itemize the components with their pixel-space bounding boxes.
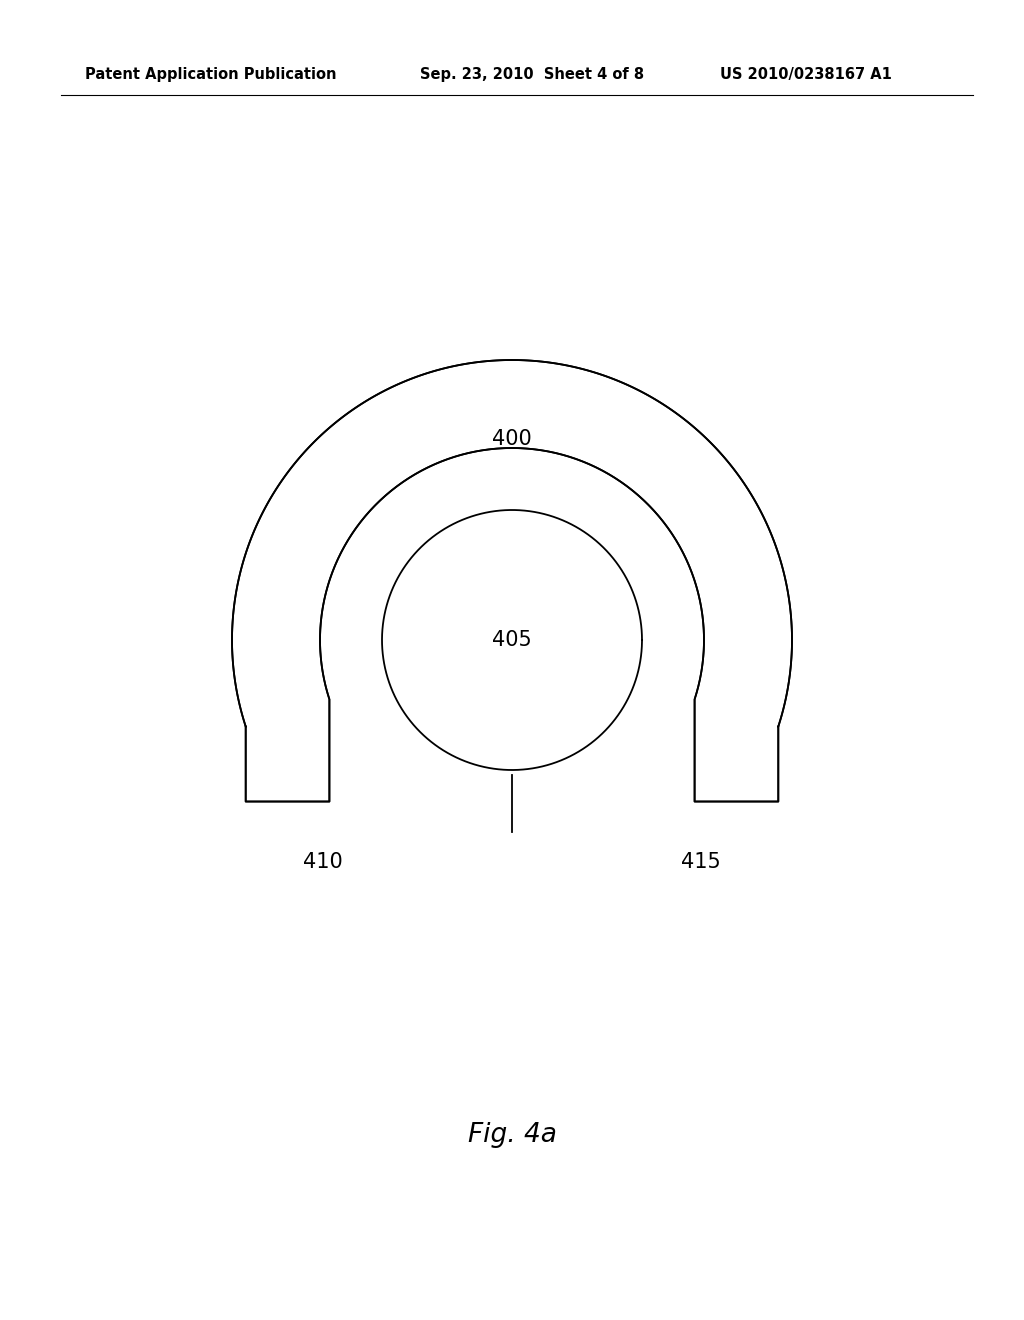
Text: 415: 415	[681, 851, 721, 873]
Text: US 2010/0238167 A1: US 2010/0238167 A1	[720, 67, 892, 82]
Text: Sep. 23, 2010  Sheet 4 of 8: Sep. 23, 2010 Sheet 4 of 8	[420, 67, 644, 82]
Text: Fig. 4a: Fig. 4a	[468, 1122, 556, 1148]
Text: Patent Application Publication: Patent Application Publication	[85, 67, 337, 82]
Text: 405: 405	[493, 630, 531, 649]
Text: 400: 400	[493, 429, 531, 449]
Text: 410: 410	[303, 851, 343, 873]
